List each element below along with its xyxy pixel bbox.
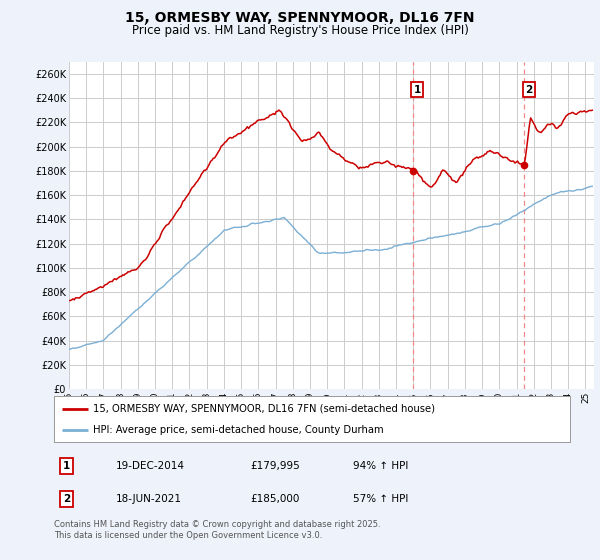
Text: HPI: Average price, semi-detached house, County Durham: HPI: Average price, semi-detached house,…: [92, 425, 383, 435]
Text: Contains HM Land Registry data © Crown copyright and database right 2025.
This d: Contains HM Land Registry data © Crown c…: [54, 520, 380, 540]
Text: 1: 1: [413, 85, 421, 95]
Text: 94% ↑ HPI: 94% ↑ HPI: [353, 461, 409, 471]
Text: 57% ↑ HPI: 57% ↑ HPI: [353, 494, 409, 504]
Text: 15, ORMESBY WAY, SPENNYMOOR, DL16 7FN: 15, ORMESBY WAY, SPENNYMOOR, DL16 7FN: [125, 11, 475, 25]
Text: 18-JUN-2021: 18-JUN-2021: [116, 494, 182, 504]
Text: 15, ORMESBY WAY, SPENNYMOOR, DL16 7FN (semi-detached house): 15, ORMESBY WAY, SPENNYMOOR, DL16 7FN (s…: [92, 404, 434, 414]
Text: Price paid vs. HM Land Registry's House Price Index (HPI): Price paid vs. HM Land Registry's House …: [131, 24, 469, 36]
Text: £185,000: £185,000: [250, 494, 299, 504]
Text: 19-DEC-2014: 19-DEC-2014: [116, 461, 185, 471]
Text: 1: 1: [63, 461, 71, 471]
Text: £179,995: £179,995: [250, 461, 300, 471]
Text: 2: 2: [525, 85, 532, 95]
Text: 2: 2: [63, 494, 71, 504]
